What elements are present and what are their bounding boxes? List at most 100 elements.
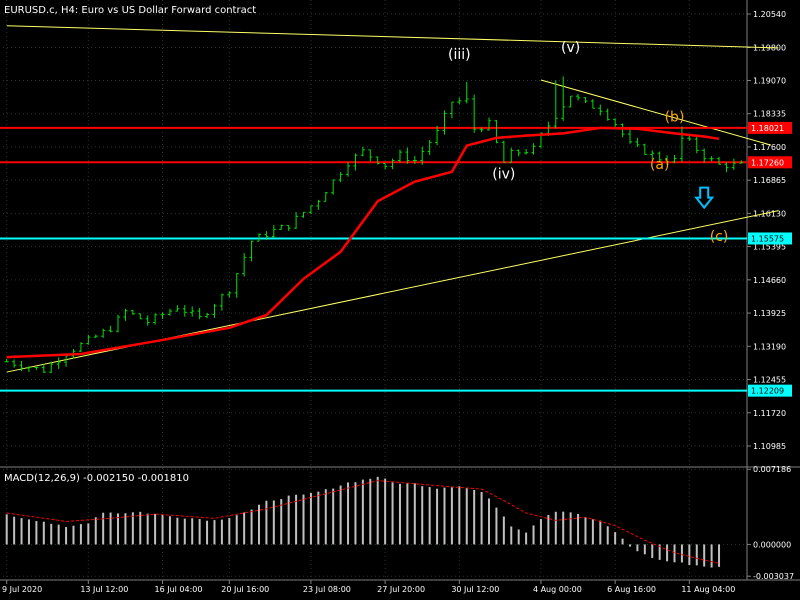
wave-labels: (iii) (iv) (v) (a) (b) (c) (448, 40, 728, 245)
level-tag-label: 1.18021 (751, 124, 784, 133)
macd-histogram-bar (369, 478, 372, 545)
time-tick-label: 9 Jul 2020 (2, 585, 42, 594)
macd-histogram-bar (332, 488, 335, 545)
price-tick-label: 1.13190 (753, 342, 786, 351)
macd-histogram-bar (109, 512, 112, 545)
macd-histogram-bar (117, 513, 120, 545)
price-panel[interactable]: 1.205401.198001.190701.183351.176001.168… (0, 0, 800, 580)
macd-histogram-bar (124, 513, 127, 545)
macd-histogram-bar (347, 482, 350, 545)
time-tick-label: 16 Jul 04:00 (155, 585, 203, 594)
price-tick-label: 1.12455 (753, 376, 786, 385)
level-tag (748, 121, 792, 134)
macd-histogram-bar (703, 544, 706, 567)
time-tick-label: 30 Jul 12:00 (451, 585, 499, 594)
macd-histogram-bar (599, 520, 602, 545)
macd-panel[interactable]: 0.007186 0.000000 -0.003037 MACD(12,26,9) … (0, 465, 800, 581)
macd-histogram-bar (183, 518, 186, 545)
macd-histogram-bar (436, 488, 439, 545)
macd-histogram-bar (606, 526, 609, 545)
macd-histogram-bar (718, 544, 721, 567)
time-tick-label: 11 Aug 04:00 (681, 585, 735, 594)
level-tag (748, 232, 792, 245)
time-tick-label: 13 Jul 12:00 (80, 585, 128, 594)
macd-histogram-bar (131, 512, 134, 545)
macd-tick-label: -0.003037 (753, 572, 794, 581)
wave-label: (c) (710, 229, 729, 245)
level-price-tags: 1.18021 1.17260 1.15575 1.12209 (748, 121, 792, 397)
macd-histogram-bar (27, 519, 30, 545)
macd-signal-polyline (6, 480, 720, 564)
macd-histogram-bar (510, 526, 513, 545)
trendline-upper[interactable] (6, 25, 779, 49)
macd-histogram-bar (102, 512, 105, 545)
macd-histogram-bar (191, 518, 194, 545)
macd-histogram-bar (577, 513, 580, 545)
macd-histogram-bar (517, 529, 520, 545)
macd-histogram-bar (421, 486, 424, 545)
price-tick-label: 1.13925 (753, 309, 786, 318)
macd-histogram-bar (495, 507, 498, 545)
macd-histogram-bar (643, 544, 646, 555)
price-tick-label: 1.17600 (753, 143, 786, 152)
macd-histogram-bar (243, 512, 246, 545)
price-tick-label: 1.16130 (753, 209, 786, 218)
macd-tick-label: 0.007186 (753, 465, 791, 474)
macd-histogram-bar (13, 516, 16, 545)
macd-histogram-bar (710, 544, 713, 568)
macd-histogram-bar (680, 544, 683, 563)
time-tick-label: 27 Jul 20:00 (377, 585, 425, 594)
price-tick-label: 1.20540 (753, 10, 786, 19)
macd-histogram-bar (636, 544, 639, 552)
wave-label: (v) (561, 40, 580, 56)
macd-tick-label: 0.000000 (753, 540, 791, 549)
macd-histogram-bar (621, 538, 624, 545)
trendline-resistance[interactable] (540, 79, 772, 146)
macd-histogram-bar (480, 492, 483, 545)
time-axis-ticks: 9 Jul 2020 13 Jul 12:00 16 Jul 04:00 20 Jul… (2, 580, 735, 594)
macd-histogram-bar (376, 476, 379, 545)
macd-histogram-bar (391, 482, 394, 545)
macd-histogram-bar (502, 516, 505, 545)
macd-title: MACD(12,26,9) -0.002150 -0.001810 (4, 473, 189, 484)
macd-histogram-bar (324, 489, 327, 545)
macd-histogram-bar (458, 486, 461, 545)
macd-histogram-bar (361, 479, 364, 545)
macd-histogram-bar (339, 485, 342, 545)
macd-histogram-bar (20, 518, 23, 545)
macd-histogram-bar (532, 525, 535, 545)
macd-histogram-bar (658, 544, 661, 560)
macd-histogram-bar (213, 520, 216, 545)
macd-histogram-bar (198, 519, 201, 545)
macd-histogram-bar (413, 483, 416, 545)
macd-histogram-bar (50, 523, 53, 545)
macd-histogram-bar (265, 500, 268, 545)
wave-label: (b) (665, 110, 685, 126)
price-tick-label: 1.18335 (753, 110, 786, 119)
price-tick-label: 1.16865 (753, 176, 786, 185)
macd-histogram-bar (87, 523, 90, 545)
macd-histogram-bar (695, 544, 698, 566)
price-tick-label: 1.10985 (753, 442, 786, 451)
macd-histogram-bar (220, 519, 223, 545)
down-arrow-shape (694, 186, 715, 210)
macd-histogram-bar (488, 498, 491, 545)
macd-histogram-bar (228, 518, 231, 545)
macd-histogram-bar (79, 524, 82, 545)
macd-histogram-bar (257, 504, 260, 545)
macd-histogram-bar (673, 544, 676, 563)
macd-histogram-bar (65, 527, 68, 545)
macd-histogram (5, 476, 721, 568)
macd-histogram-bar (614, 532, 617, 545)
macd-histogram-bar (591, 519, 594, 545)
macd-histogram-bar (384, 478, 387, 545)
macd-histogram-bar (354, 482, 357, 545)
price-tick-label: 1.15395 (753, 243, 786, 252)
macd-histogram-bar (651, 544, 654, 559)
time-tick-label: 4 Aug 00:00 (533, 585, 582, 594)
macd-histogram-bar (398, 483, 401, 545)
macd-histogram-bar (250, 509, 253, 545)
macd-histogram-bar (450, 487, 453, 545)
macd-histogram-bar (554, 511, 557, 545)
